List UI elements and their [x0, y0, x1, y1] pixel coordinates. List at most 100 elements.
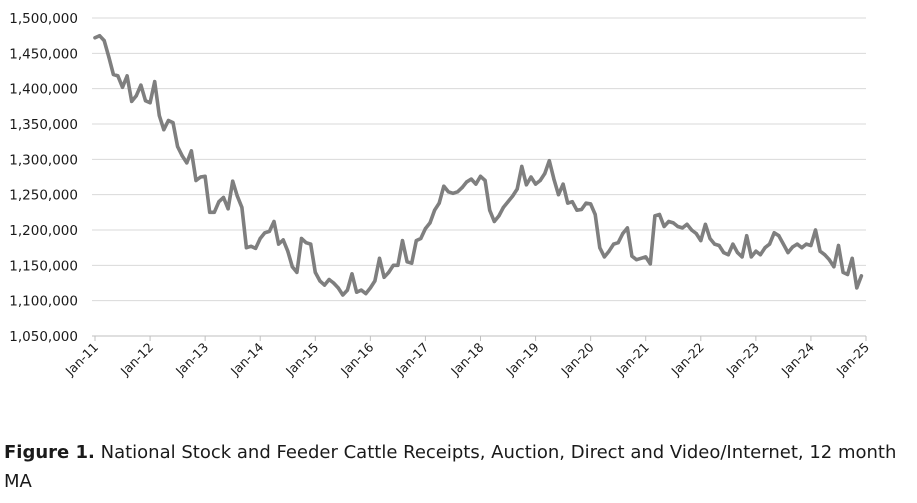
- x-tick-label: Jan-12: [117, 340, 156, 379]
- data-point: [809, 243, 813, 248]
- gridlines: [92, 17, 866, 302]
- data-point: [414, 239, 418, 243]
- data-point: [332, 281, 336, 285]
- data-point: [98, 34, 102, 38]
- y-tick-label: 1,450,000: [9, 46, 78, 62]
- data-point: [258, 236, 262, 241]
- data-point: [561, 182, 565, 186]
- data-point: [694, 231, 698, 236]
- figure-label: Figure 1.: [4, 442, 95, 463]
- data-point: [359, 288, 363, 292]
- x-tick-label: Jan-19: [502, 339, 541, 378]
- data-point: [777, 234, 781, 238]
- data-point: [322, 283, 327, 287]
- data-point: [157, 113, 161, 118]
- data-point: [423, 227, 427, 231]
- data-point: [313, 270, 317, 274]
- data-point: [534, 182, 538, 186]
- data-point: [547, 159, 551, 163]
- data-point: [437, 201, 441, 205]
- data-point: [657, 212, 662, 217]
- data-point: [699, 239, 703, 243]
- data-point: [199, 175, 203, 179]
- data-point: [510, 194, 515, 198]
- data-point: [249, 244, 253, 248]
- data-point: [240, 205, 244, 209]
- x-tick-label: Jan-18: [447, 339, 486, 378]
- x-tick-label: Jan-17: [392, 340, 431, 379]
- x-axis-tick-labels: Jan-11 Jan-12 Jan-13 Jan-14 Jan-15 Jan-16 Jan-…: [62, 339, 872, 378]
- data-point: [538, 178, 542, 183]
- y-tick-label: 1,050,000: [9, 329, 78, 345]
- data-point: [116, 74, 120, 78]
- x-tick-label: Jan-14: [227, 339, 266, 378]
- x-tick-label: Jan-25: [833, 340, 872, 379]
- data-point: [465, 180, 469, 184]
- data-point: [341, 293, 345, 297]
- data-point: [428, 221, 432, 225]
- data-point: [474, 182, 478, 186]
- data-point: [818, 249, 822, 253]
- data-point: [410, 261, 414, 265]
- data-point: [217, 200, 221, 204]
- data-point: [791, 245, 795, 249]
- data-point: [680, 226, 685, 230]
- data-point: [804, 242, 808, 246]
- data-point: [745, 234, 749, 238]
- data-point: [139, 83, 143, 87]
- data-point: [685, 222, 689, 226]
- data-point: [763, 246, 767, 250]
- series-line-12-month-ma: [93, 33, 864, 297]
- data-point: [483, 178, 487, 183]
- data-point: [456, 190, 460, 194]
- data-point: [176, 145, 180, 149]
- data-point: [267, 229, 271, 233]
- data-point: [212, 210, 216, 214]
- data-point: [607, 249, 611, 253]
- data-point: [786, 251, 790, 255]
- data-point: [368, 286, 372, 290]
- data-point: [726, 253, 730, 257]
- x-tick-label: Jan-13: [172, 340, 211, 379]
- data-point: [419, 236, 423, 241]
- data-point: [460, 186, 464, 190]
- y-tick-label: 1,300,000: [9, 152, 78, 168]
- data-point: [488, 208, 492, 212]
- data-point: [772, 231, 776, 235]
- data-point: [713, 242, 717, 246]
- data-point: [740, 255, 744, 259]
- figure-caption-text: National Stock and Feeder Cattle Receipt…: [4, 442, 897, 492]
- data-point: [598, 246, 602, 250]
- data-point: [451, 191, 455, 195]
- data-point: [593, 212, 597, 217]
- data-point: [304, 241, 308, 245]
- data-point: [134, 94, 138, 98]
- data-point: [290, 265, 294, 269]
- data-point: [841, 270, 845, 274]
- data-point: [543, 171, 547, 176]
- data-point: [382, 275, 386, 279]
- series-layer: [93, 33, 864, 297]
- data-point: [552, 177, 556, 181]
- data-point: [836, 243, 841, 248]
- data-point: [690, 228, 694, 232]
- data-point: [166, 118, 170, 123]
- data-point: [846, 272, 850, 277]
- data-point: [478, 174, 483, 178]
- data-point: [630, 254, 634, 258]
- data-point: [813, 228, 818, 232]
- axes: [92, 335, 867, 341]
- data-point: [125, 74, 129, 78]
- data-point: [703, 222, 708, 226]
- x-tick-label: Jan-16: [337, 339, 376, 378]
- data-point: [185, 161, 189, 165]
- data-point: [442, 184, 446, 188]
- data-point: [648, 262, 652, 266]
- data-point: [446, 190, 450, 194]
- data-point: [823, 253, 827, 257]
- data-point: [639, 256, 643, 260]
- data-point: [295, 270, 299, 274]
- data-point: [391, 263, 395, 267]
- data-point: [111, 72, 115, 77]
- data-point: [254, 246, 258, 250]
